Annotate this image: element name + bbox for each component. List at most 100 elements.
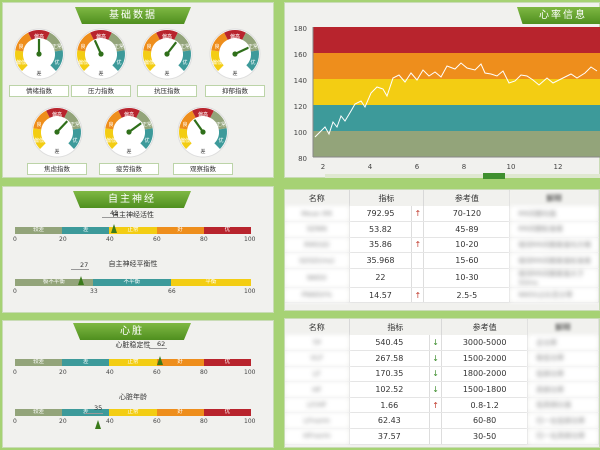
table-row: LF 170.35 ↓ 1800-2000 低频功率 (285, 366, 599, 383)
row-name: HF (285, 381, 350, 398)
row-ref: 10-20 (423, 237, 511, 254)
header-ref: 参考值 (441, 319, 529, 335)
age-marker (95, 420, 101, 429)
stability-value: 62 (157, 340, 166, 348)
stability-bar: 较差 差 正常 好 优 (15, 359, 251, 366)
gauge-tick-normal: 正常 (216, 121, 226, 128)
gauge-5: 偏高良 正常 偏低 优差焦虑指数 (25, 101, 89, 177)
header-name: 名称 (285, 319, 350, 335)
tick: 20 (59, 236, 67, 243)
gauge-label: 疲劳指数 (99, 163, 159, 175)
x-tick-label: 8 (462, 163, 466, 171)
age-ticks: 0 20 40 60 80 100 (13, 418, 255, 427)
row-arrow-icon: ↓ (429, 350, 443, 367)
x-tick-label: 6 (415, 163, 420, 171)
gauge-label: 焦虑指数 (27, 163, 87, 175)
row-ref: 1500-1800 (441, 381, 529, 398)
table-header-row: 名称 指标 参考值 解释 (285, 190, 599, 206)
table-row: NN50 22 10-30 相邻RR间期差值大于50ms (285, 268, 599, 288)
gauge-tick-high: 偏高 (96, 33, 106, 40)
stability-title: 心脏稳定性 (115, 341, 151, 349)
segment-1: 较差 (15, 409, 63, 416)
table-row: HF 102.52 ↓ 1500-1800 高频功率 (285, 381, 599, 398)
row-arrow-icon: ↑ (411, 206, 425, 223)
stability-marker (157, 356, 163, 365)
segment-2: 差 (62, 409, 110, 416)
gauge-tick-high: 偏高 (124, 111, 134, 118)
band-good (313, 53, 600, 79)
row-value: 540.45 (349, 335, 431, 352)
row-value: 37.57 (349, 428, 431, 445)
table-row: VLF 267.58 ↓ 1500-2000 极低功率 (285, 350, 599, 367)
row-ref: 0.8-1.2 (441, 397, 529, 414)
segment-2: 差 (62, 227, 110, 234)
tick: 80 (200, 369, 208, 376)
row-value: 170.35 (349, 366, 431, 383)
table-row: LFnorm 62.43 60-80 归一化低频功率 (285, 412, 599, 430)
tick: 20 (59, 369, 67, 376)
row-desc: 低频功率 (527, 366, 599, 383)
row-desc: 相邻RR间期差值均方根 (509, 237, 599, 254)
gauge-tick-normal: 正常 (180, 43, 190, 50)
gauge-tick-good: 良 (36, 121, 41, 128)
segment-5: 优 (203, 227, 251, 234)
table-header-row: 名称 指标 参考值 解释 (285, 319, 599, 335)
segment-3: 正常 (109, 227, 157, 234)
row-arrow-icon (411, 252, 425, 269)
row-arrow-icon: ↑ (411, 287, 425, 304)
heart-title: 心脏 (73, 323, 191, 340)
gauge-tick-normal: 正常 (142, 121, 152, 128)
row-name: LF/HF (285, 397, 350, 414)
table-row: SDNN 53.82 45-89 RR间期标准差 (285, 221, 599, 238)
y-tick-label: 80 (298, 155, 307, 163)
segment-4: 好 (156, 227, 204, 234)
gauge-6: 偏高良 正常 偏低 优差疲劳指数 (97, 101, 161, 177)
gauge-tick-normal: 正常 (114, 43, 124, 50)
table-row: LF/HF 1.66 ↑ 0.8-1.2 低高频比值 (285, 397, 599, 414)
y-tick-label: 140 (294, 77, 307, 85)
gauge-tick-low: 偏低 (34, 137, 44, 144)
gauge-tick-low: 偏低 (212, 59, 222, 66)
stability-ticks: 0 20 40 60 80 100 (13, 369, 255, 378)
chart-scrollbar-track (325, 174, 600, 178)
row-name: LFnorm (285, 412, 350, 430)
gauge-tick-good: 良 (18, 43, 23, 50)
gauge-2: 偏高良 正常 偏低 优差压力指数 (69, 23, 133, 99)
y-tick-label: 180 (294, 25, 307, 33)
gauge-tick-good: 良 (214, 43, 219, 50)
tick: 100 (244, 288, 256, 295)
row-ref: 30-50 (441, 428, 529, 445)
gauge-tick-poor: 差 (126, 148, 131, 155)
gauge-tick-good: 良 (146, 43, 151, 50)
row-ref: 1800-2000 (441, 366, 529, 383)
gauge-tick-poor: 差 (36, 70, 41, 77)
header-name: 名称 (285, 190, 350, 206)
segment-5: 优 (203, 409, 251, 416)
row-desc: 高频功率 (527, 381, 599, 398)
activity-value-line (102, 217, 120, 218)
segment-2: 不平衡 (92, 279, 171, 286)
row-desc: 归一化低频功率 (527, 412, 599, 430)
gauge-tick-excellent: 优 (144, 137, 149, 144)
chart-scrollbar-thumb[interactable] (483, 173, 505, 179)
activity-ticks: 0 20 40 60 80 100 (13, 236, 255, 245)
gauge-tick-good: 良 (80, 43, 85, 50)
tick: 33 (90, 288, 98, 295)
row-name: PNN50% (285, 287, 350, 304)
table-row: SDSD(ms) 35.968 15-60 相邻RR间期差值标准差 (285, 252, 599, 269)
row-desc: 极低功率 (527, 350, 599, 367)
x-tick-label: 10 (507, 163, 516, 171)
row-value: 1.66 (349, 397, 431, 414)
autonomic-panel: 自主神经 自主神经活性 较差 差 正常 好 优 0 20 40 60 80 10… (2, 186, 274, 313)
gauge-tick-excellent: 优 (182, 59, 187, 66)
freq-table-panel: 名称 指标 参考值 解释 TP 540.45 ↓ 3000-5000 总功率 VLF 267… (284, 318, 600, 448)
segment-3: 正常 (109, 409, 157, 416)
y-tick-label: 120 (294, 103, 307, 111)
activity-title: 自主神经活性 (112, 211, 154, 219)
hrv-table-panel: 名称 指标 参考值 解释 Mean RR 792.95 ↑ 70-120 RR间期均值 S… (284, 189, 600, 311)
table-row: HFnorm 37.57 30-50 归一化高频功率 (285, 428, 599, 445)
row-ref: 70-120 (423, 206, 511, 223)
